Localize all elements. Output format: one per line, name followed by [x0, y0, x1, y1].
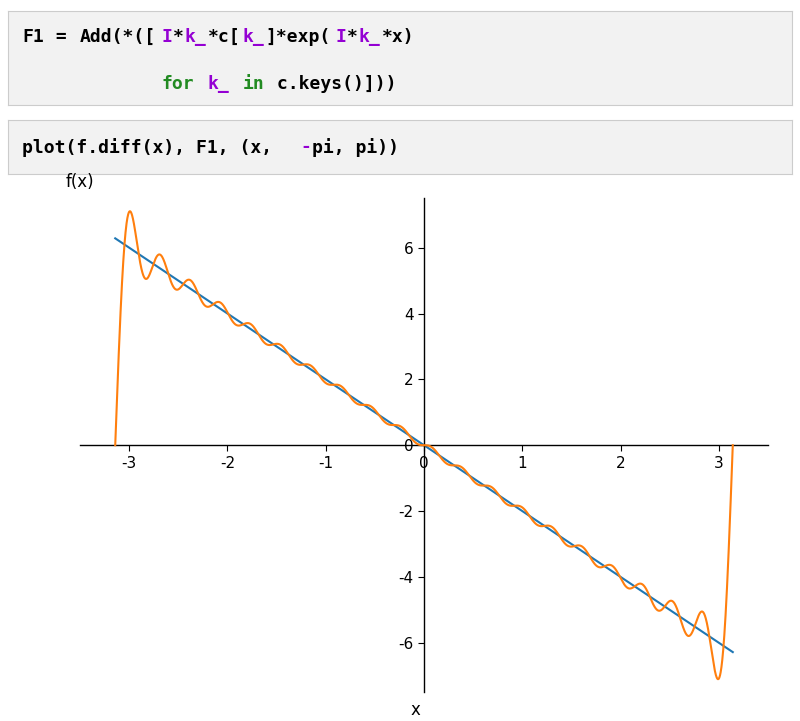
Text: f(x): f(x) [66, 173, 94, 191]
Text: I: I [162, 28, 172, 46]
Text: *c[: *c[ [208, 28, 240, 46]
Text: for: for [162, 75, 194, 93]
Text: ]*exp(: ]*exp( [266, 28, 331, 46]
Text: k_: k_ [242, 28, 264, 46]
Text: *: * [173, 28, 184, 46]
Text: k_: k_ [358, 28, 380, 46]
Text: =: = [46, 28, 78, 46]
Text: Add(*([: Add(*([ [80, 28, 156, 46]
Text: -: - [301, 138, 311, 156]
Text: in: in [242, 75, 264, 93]
Text: k_: k_ [208, 75, 230, 93]
Text: pi, pi)): pi, pi)) [312, 138, 399, 157]
Text: x: x [410, 701, 420, 719]
Text: plot(f.diff(x), F1, (x,: plot(f.diff(x), F1, (x, [22, 138, 283, 157]
Text: k_: k_ [185, 28, 206, 46]
Text: I: I [335, 28, 346, 46]
Text: *: * [347, 28, 358, 46]
Text: F1: F1 [22, 28, 44, 46]
Text: c.keys()])): c.keys()])) [266, 75, 396, 93]
Text: *x): *x) [382, 28, 414, 46]
